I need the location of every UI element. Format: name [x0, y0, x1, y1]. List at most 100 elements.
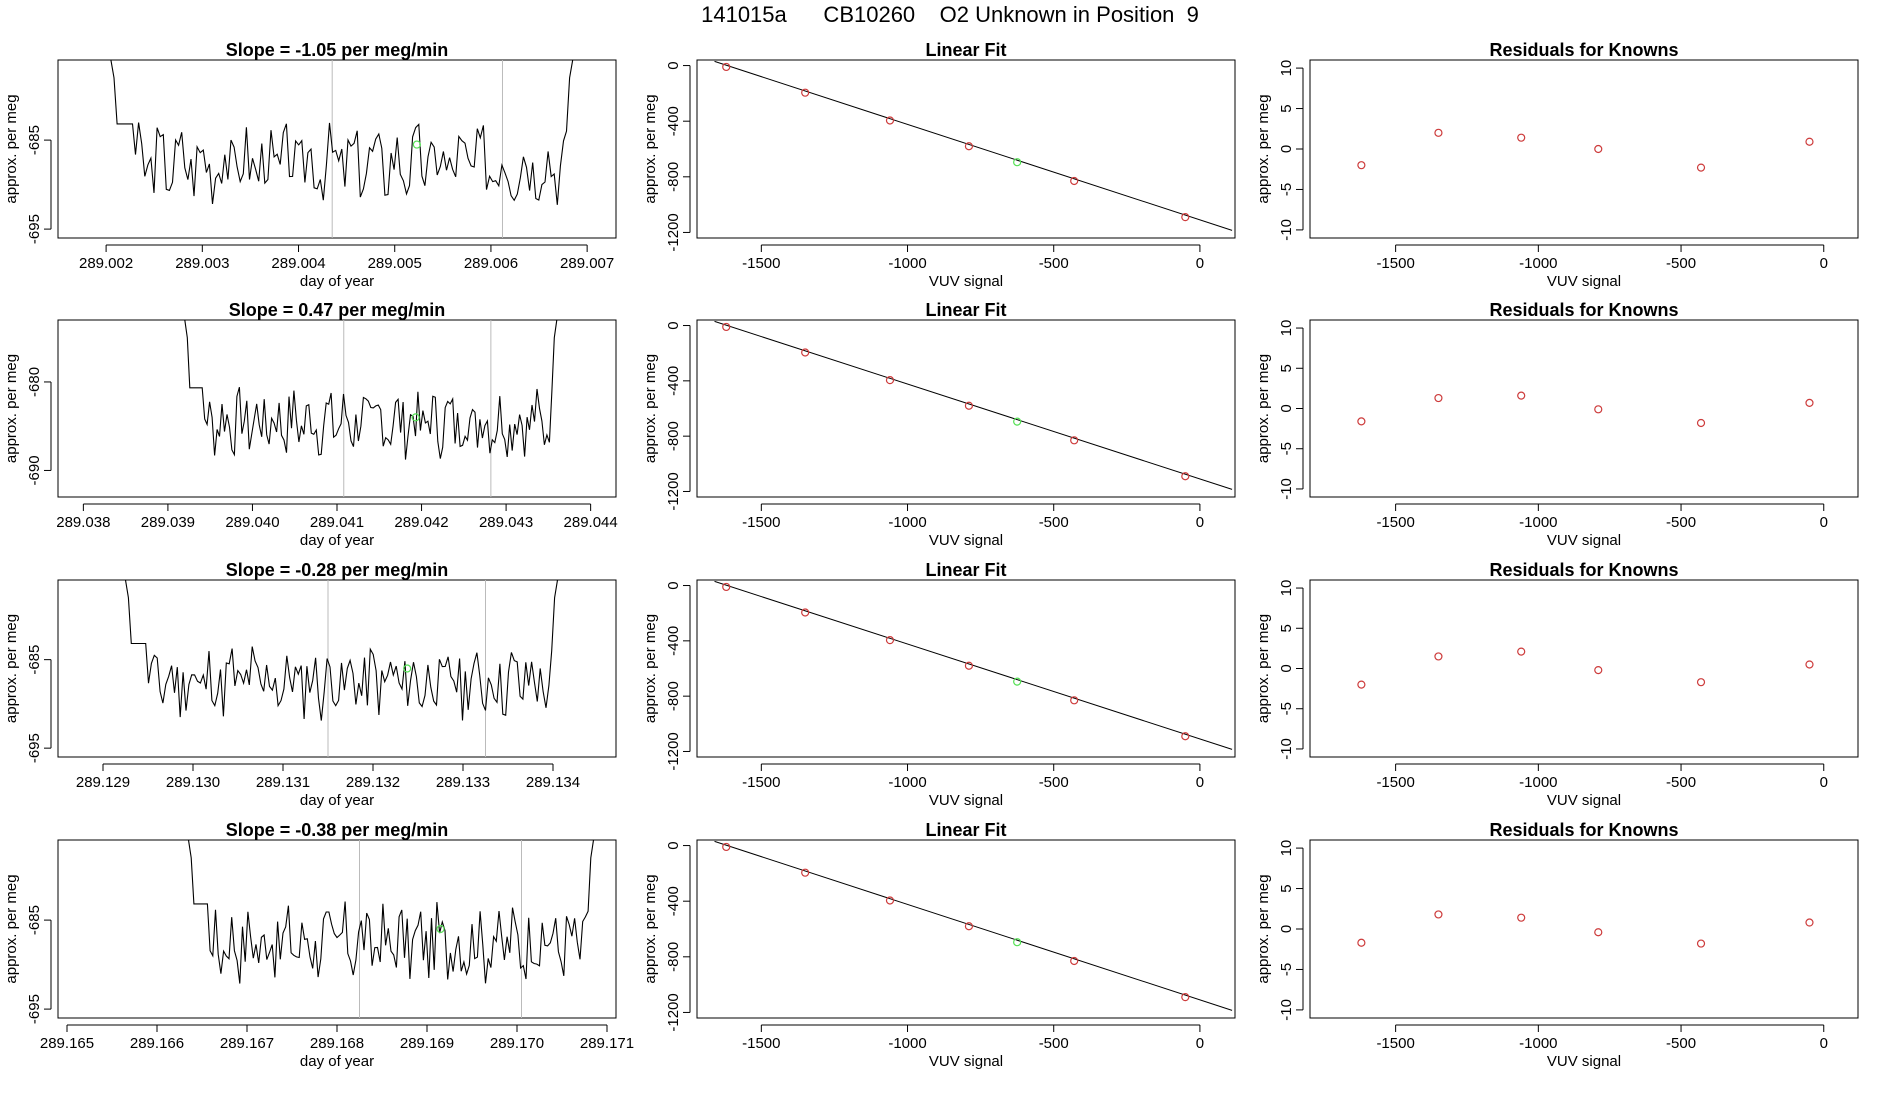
fit-2-unknown-point — [1013, 417, 1022, 426]
fit-1-x-label: VUV signal — [929, 273, 1003, 290]
resid-3-y-label: approx. per meg — [1255, 614, 1272, 723]
fit-3-x-label: VUV signal — [929, 792, 1003, 809]
fit-1-frame — [696, 59, 1236, 239]
trace-3-x-tick-label: 289.131 — [256, 774, 310, 791]
trace-1-x-label: day of year — [300, 273, 374, 290]
resid-1-y-tick-label: 10 — [1278, 60, 1295, 77]
resid-2-residual-point — [1594, 405, 1603, 414]
resid-2-residual-point — [1696, 418, 1706, 428]
trace-2-x-tick-label: 289.038 — [56, 514, 110, 531]
fit-4-frame — [696, 839, 1236, 1019]
resid-4-frame — [1309, 839, 1859, 1019]
fit-4-x-tick-label: -1000 — [888, 1035, 926, 1052]
resid-4-title: Residuals for Knowns — [1489, 820, 1678, 840]
trace-3-y-tick-label: -685 — [26, 645, 43, 675]
resid-4-residual-point — [1594, 928, 1603, 937]
trace-4-x-tick-label: 289.168 — [310, 1035, 364, 1052]
fit-3-y-tick-label: -800 — [665, 681, 682, 711]
resid-3-y-tick-label: -10 — [1278, 738, 1295, 760]
trace-3-trace-line — [124, 579, 559, 721]
fit-1-y-label: approx. per meg — [642, 94, 659, 203]
fit-1-y-tick-label: -1200 — [665, 213, 682, 251]
trace-2-x-tick-label: 289.039 — [141, 514, 195, 531]
fit-2-known-point — [801, 348, 810, 357]
resid-2-residual-point — [1517, 391, 1526, 400]
fit-4-known-point — [885, 896, 895, 905]
resid-3-x-tick-label: -1000 — [1519, 774, 1557, 791]
trace-4-x-tick-label: 289.170 — [490, 1035, 544, 1052]
resid-3-residual-point — [1434, 652, 1443, 661]
fit-3-known-point — [885, 636, 895, 645]
trace-2-x-tick-label: 289.041 — [310, 514, 364, 531]
resid-2-x-tick-label: -1000 — [1519, 514, 1557, 531]
resid-3-residual-point — [1357, 680, 1366, 689]
fit-3-y-label: approx. per meg — [642, 614, 659, 723]
fit-2-known-point — [1181, 472, 1190, 481]
resid-4-y-tick-label: 10 — [1278, 840, 1295, 857]
fit-2-x-tick-label: -1000 — [888, 514, 926, 531]
resid-2-y-tick-label: -10 — [1278, 478, 1295, 500]
fit-4-title: Linear Fit — [925, 820, 1006, 840]
resid-4-y-tick-label: -5 — [1278, 963, 1295, 976]
trace-4-y-label: approx. per meg — [3, 874, 20, 983]
resid-1-residual-point — [1434, 128, 1443, 137]
fit-2-y-label: approx. per meg — [642, 354, 659, 463]
resid-3-frame — [1309, 579, 1859, 758]
resid-4-x-tick-label: -500 — [1666, 1035, 1696, 1052]
resid-4-residual-point — [1517, 913, 1526, 922]
trace-4-title: Slope = -0.38 per meg/min — [226, 820, 449, 840]
resid-3-title: Residuals for Knowns — [1489, 560, 1678, 580]
resid-3-x-tick-label: -500 — [1666, 774, 1696, 791]
resid-1-frame — [1309, 59, 1859, 239]
resid-4-y-tick-label: -10 — [1278, 999, 1295, 1021]
trace-1-unknown-point — [412, 140, 421, 149]
trace-2-y-label: approx. per meg — [3, 354, 20, 463]
fit-1-y-tick-label: -400 — [665, 106, 682, 136]
fit-3-y-tick-label: -1200 — [665, 732, 682, 770]
resid-3-x-tick-label: -1500 — [1376, 774, 1414, 791]
trace-2-unknown-point — [411, 413, 420, 422]
trace-4-x-tick-label: 289.167 — [220, 1035, 274, 1052]
resid-2-y-tick-label: 5 — [1278, 364, 1295, 372]
resid-4-x-tick-label: -1000 — [1519, 1035, 1557, 1052]
resid-4-residual-point — [1357, 938, 1366, 947]
resid-1-residual-point — [1357, 161, 1366, 170]
fit-2-x-label: VUV signal — [929, 532, 1003, 549]
trace-1-title: Slope = -1.05 per meg/min — [226, 40, 449, 60]
resid-1-y-tick-label: -5 — [1278, 183, 1295, 196]
fit-4-x-tick-label: 0 — [1196, 1035, 1204, 1052]
fit-3-title: Linear Fit — [925, 560, 1006, 580]
resid-3-x-tick-label: 0 — [1820, 774, 1828, 791]
fit-2-known-point — [964, 401, 974, 410]
resid-3-y-tick-label: 10 — [1278, 580, 1295, 597]
trace-4-y-tick-label: -695 — [26, 994, 43, 1024]
resid-1-x-tick-label: 0 — [1820, 255, 1828, 272]
resid-1-x-tick-label: -1000 — [1519, 255, 1557, 272]
resid-4-x-tick-label: 0 — [1820, 1035, 1828, 1052]
fit-3-frame — [696, 579, 1236, 758]
trace-2-frame — [57, 319, 617, 498]
resid-2-residual-point — [1357, 417, 1366, 426]
resid-4-residual-point — [1805, 918, 1814, 927]
fit-4-x-tick-label: -1500 — [742, 1035, 780, 1052]
fit-2-y-tick-label: -1200 — [665, 472, 682, 510]
fit-1-y-tick-label: 0 — [665, 61, 682, 69]
trace-3-x-tick-label: 289.134 — [526, 774, 580, 791]
resid-1-x-tick-label: -500 — [1666, 255, 1696, 272]
fit-3-x-tick-label: 0 — [1196, 774, 1204, 791]
resid-4-x-label: VUV signal — [1547, 1053, 1621, 1070]
fit-1-x-tick-label: -1000 — [888, 255, 926, 272]
fit-4-known-point — [801, 868, 810, 877]
fit-3-known-point — [1070, 696, 1079, 705]
trace-2-x-tick-label: 289.043 — [479, 514, 533, 531]
resid-1-x-tick-label: -1500 — [1376, 255, 1414, 272]
trace-2-y-tick-label: -680 — [26, 367, 43, 397]
resid-4-residual-point — [1434, 910, 1443, 919]
trace-4-frame — [57, 839, 617, 1019]
trace-3-x-label: day of year — [300, 792, 374, 809]
fit-4-known-point — [964, 922, 974, 931]
resid-2-residual-point — [1434, 393, 1443, 403]
trace-1-x-tick-label: 289.003 — [175, 255, 229, 272]
fit-1-y-tick-label: -800 — [665, 162, 682, 192]
